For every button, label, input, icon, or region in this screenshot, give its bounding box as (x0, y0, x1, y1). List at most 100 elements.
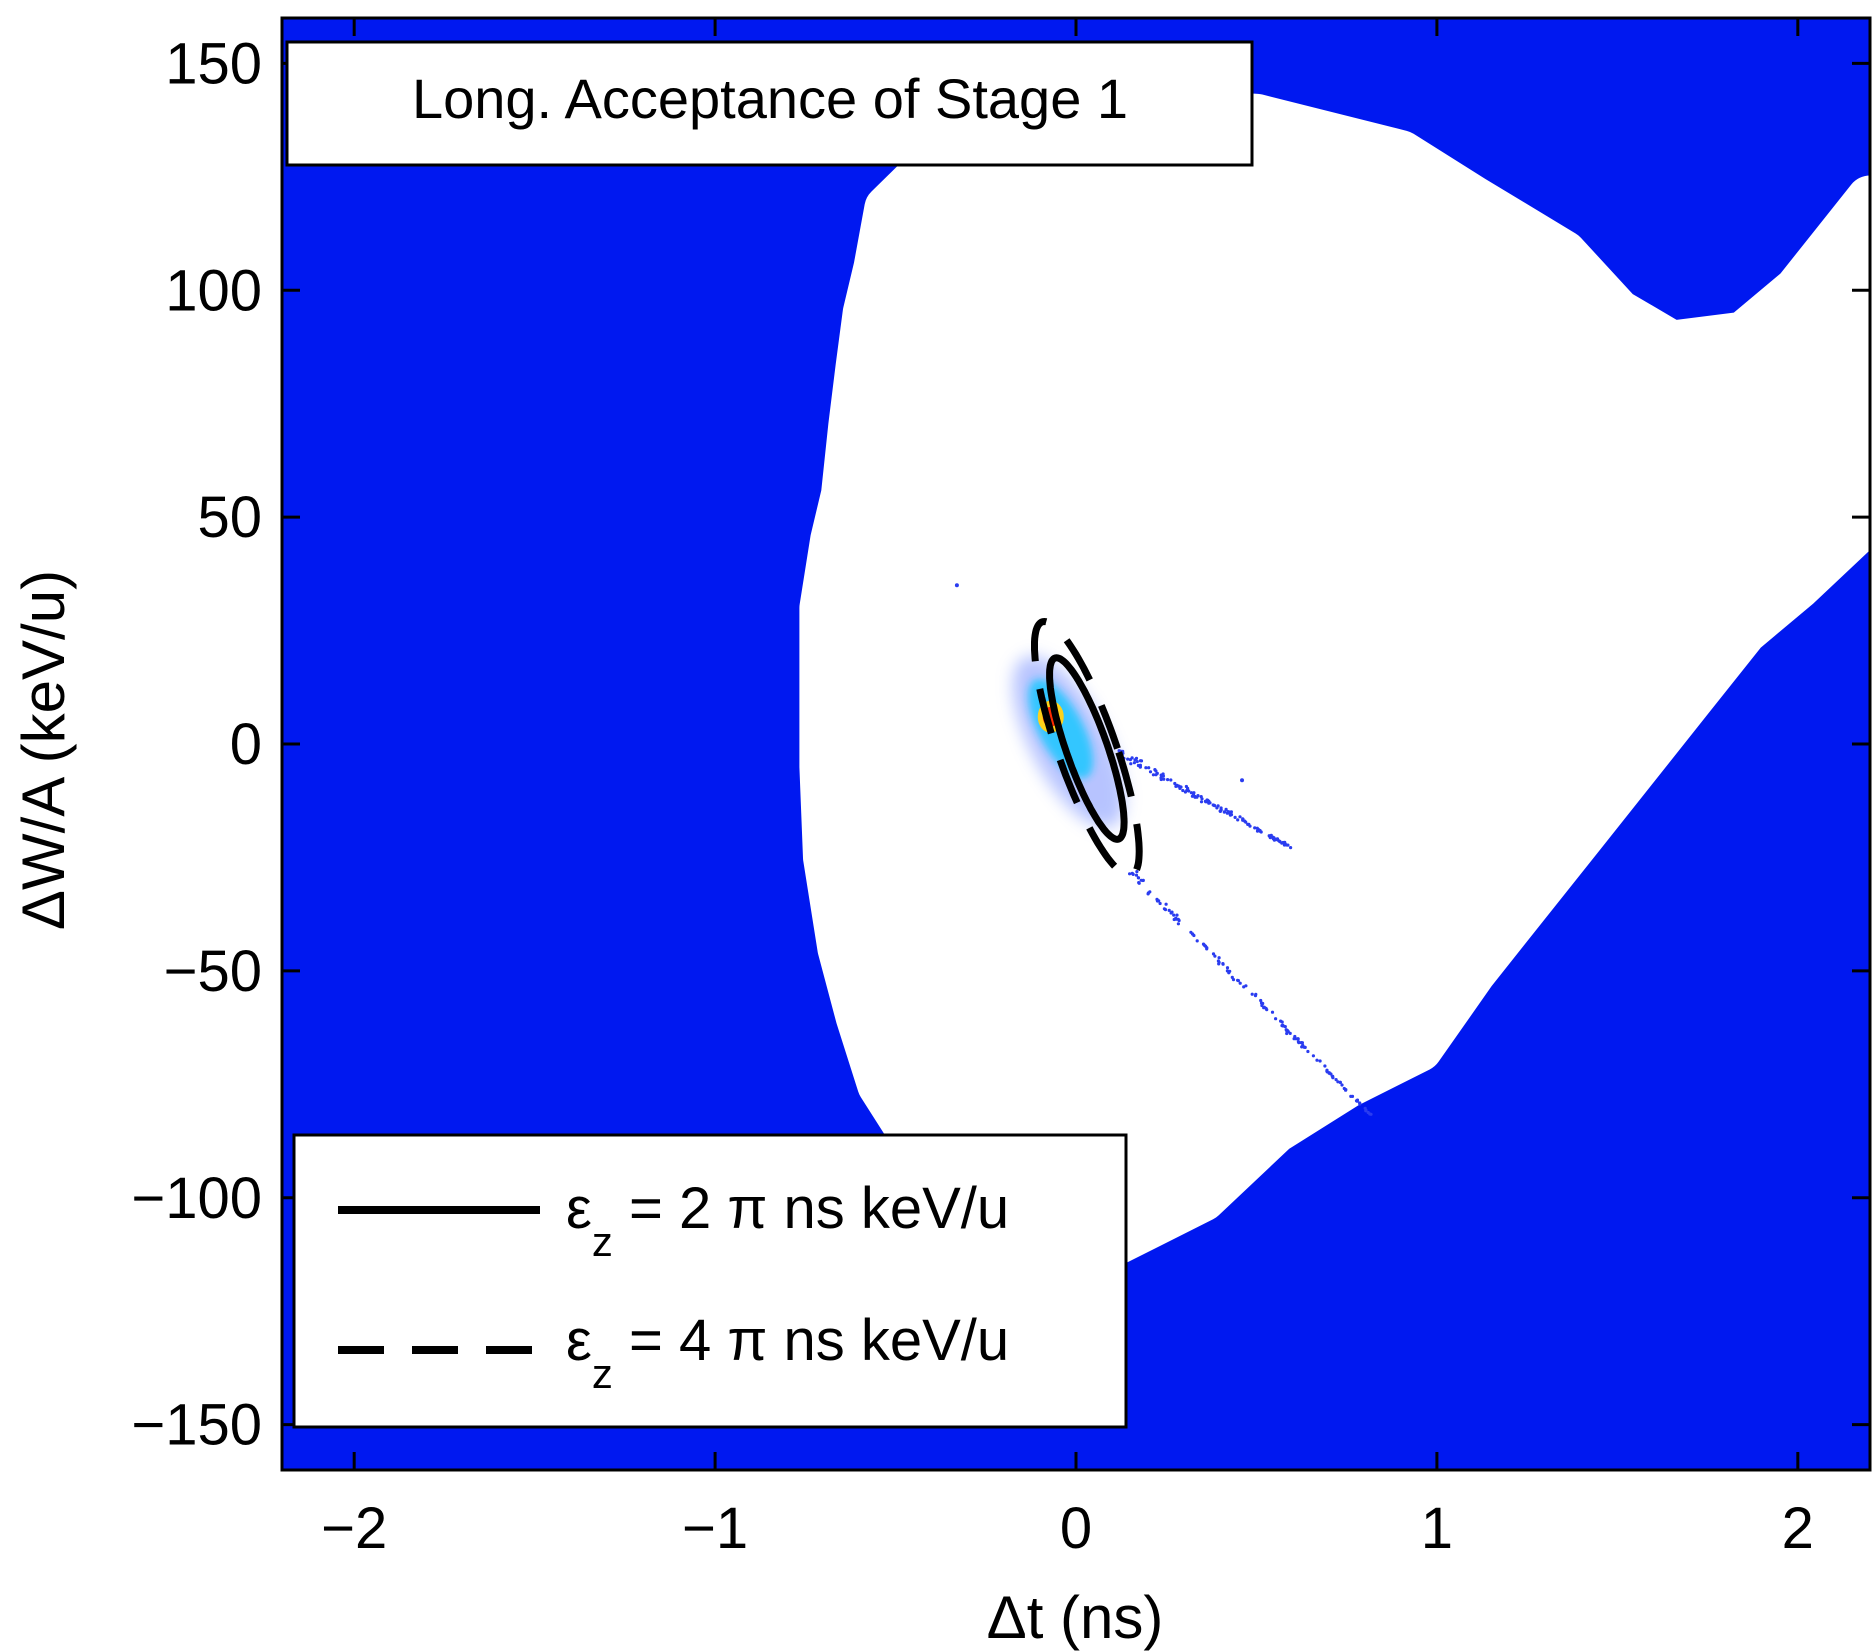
beam-particle (1258, 829, 1262, 833)
beam-particle (1297, 1041, 1301, 1045)
beam-particle (1169, 911, 1173, 915)
beam-particle (1355, 1098, 1360, 1102)
beam-particle (1262, 1006, 1266, 1010)
beam-particle (1207, 799, 1211, 803)
beam-particle (1174, 916, 1178, 920)
beam-particle (1144, 766, 1148, 770)
beam-particle (1255, 826, 1259, 830)
beam-particle (1366, 1110, 1370, 1115)
beam-particle (1174, 784, 1178, 788)
chart-title: Long. Acceptance of Stage 1 (412, 67, 1128, 130)
beam-particle (1148, 770, 1153, 774)
ellipse-2pi (1046, 654, 1128, 843)
y-tick-label: 150 (165, 31, 262, 96)
beam-particle (1358, 1102, 1362, 1106)
beam-particle (1278, 840, 1282, 844)
beam-particle (1135, 760, 1139, 764)
beam-particle (1151, 773, 1155, 777)
beam-particle (1364, 1108, 1368, 1112)
beam-particle (1315, 1058, 1319, 1062)
beam-particle (1154, 769, 1158, 773)
beam-particle (1158, 901, 1162, 906)
beam-particle (1318, 1059, 1322, 1063)
y-tick-label: −150 (131, 1393, 262, 1458)
beam-particle (1218, 809, 1222, 813)
beam-particle (1166, 778, 1170, 782)
beam-particle (1255, 829, 1260, 833)
beam-particle (1225, 966, 1230, 970)
beam-particle (1138, 765, 1142, 769)
beam-particle (1221, 962, 1225, 966)
beam-particle (1279, 1019, 1283, 1023)
beam-particle (1253, 826, 1257, 830)
beam-particle (1193, 795, 1197, 799)
beam-particle (1136, 876, 1140, 880)
beam-particle (1216, 804, 1220, 808)
beam-particle (1340, 1083, 1344, 1087)
y-tick-label: 100 (165, 258, 262, 323)
beam-particle (1300, 1041, 1304, 1045)
beam-particle (1200, 797, 1204, 801)
beam-particle (1325, 1068, 1329, 1072)
beam-particle (1270, 1010, 1275, 1014)
y-axis-label: ΔW/A (keV/u) (10, 570, 77, 930)
beam-particle (1311, 1054, 1315, 1058)
beam-particle (1253, 994, 1258, 998)
x-tick-label: 1 (1421, 1496, 1453, 1561)
beam-particle (1216, 959, 1220, 963)
beam-particle (1217, 956, 1221, 960)
beam-particle (1173, 781, 1177, 786)
beam-particle (1167, 908, 1171, 913)
beam-particle (1186, 786, 1190, 791)
beam-particle (1172, 913, 1176, 917)
beam-particle (1202, 943, 1206, 947)
beam-particle (1275, 837, 1280, 841)
x-axis-label: Δt (ns) (987, 1584, 1164, 1651)
beam-particle (1147, 766, 1151, 770)
acceptance-region (799, 84, 1870, 1295)
beam-particle (1133, 758, 1137, 762)
beam-particle (1323, 1064, 1327, 1068)
beam-particle (1238, 815, 1242, 819)
beam-particle (1169, 778, 1173, 782)
beam-particle (1274, 1017, 1278, 1021)
beam-particle (1238, 981, 1242, 985)
beam-particle (1187, 789, 1191, 793)
beam-particle (1306, 1049, 1310, 1054)
beam-particle (1192, 791, 1196, 795)
beam-particle (1280, 1024, 1285, 1028)
beam-particle (1331, 1076, 1335, 1080)
beam-particle (1135, 870, 1139, 874)
beam-particle (1224, 807, 1228, 812)
beam-particle (1350, 1094, 1355, 1098)
beam-particle (1126, 757, 1130, 761)
y-tick-label: 0 (230, 712, 262, 777)
beam-particle (1134, 873, 1139, 877)
beam-particle (1155, 897, 1159, 901)
beam-particle (1284, 843, 1288, 847)
x-tick-label: −2 (321, 1496, 387, 1561)
beam-particle (1265, 1008, 1269, 1012)
beam-particle (1219, 806, 1223, 810)
legend: εz = 2 π ns keV/u εz = 4 π ns keV/u (292, 1133, 1128, 1429)
y-tick-label: −50 (164, 939, 262, 1004)
beam-particle (1226, 811, 1230, 815)
beam-particle (1179, 785, 1183, 789)
y-tick-label: −100 (131, 1166, 262, 1231)
beam-particle (1181, 788, 1185, 793)
beam-particle (1336, 1080, 1340, 1084)
beam-particle (1196, 794, 1200, 798)
beam-particle (1132, 761, 1136, 765)
legend-item-4pi: εz = 4 π ns keV/u (566, 1308, 1009, 1397)
x-tick-label: 0 (1060, 1496, 1092, 1561)
beam-particle (1159, 773, 1163, 777)
beam-particle (1369, 1112, 1373, 1116)
beam-particle (1138, 759, 1143, 763)
beam-particle (1189, 930, 1193, 934)
beam-particle (1195, 939, 1199, 943)
beam-particle (1205, 947, 1209, 951)
x-tick-label: 2 (1782, 1496, 1814, 1561)
beam-particle (1175, 913, 1179, 917)
beam-particle (1129, 762, 1133, 766)
